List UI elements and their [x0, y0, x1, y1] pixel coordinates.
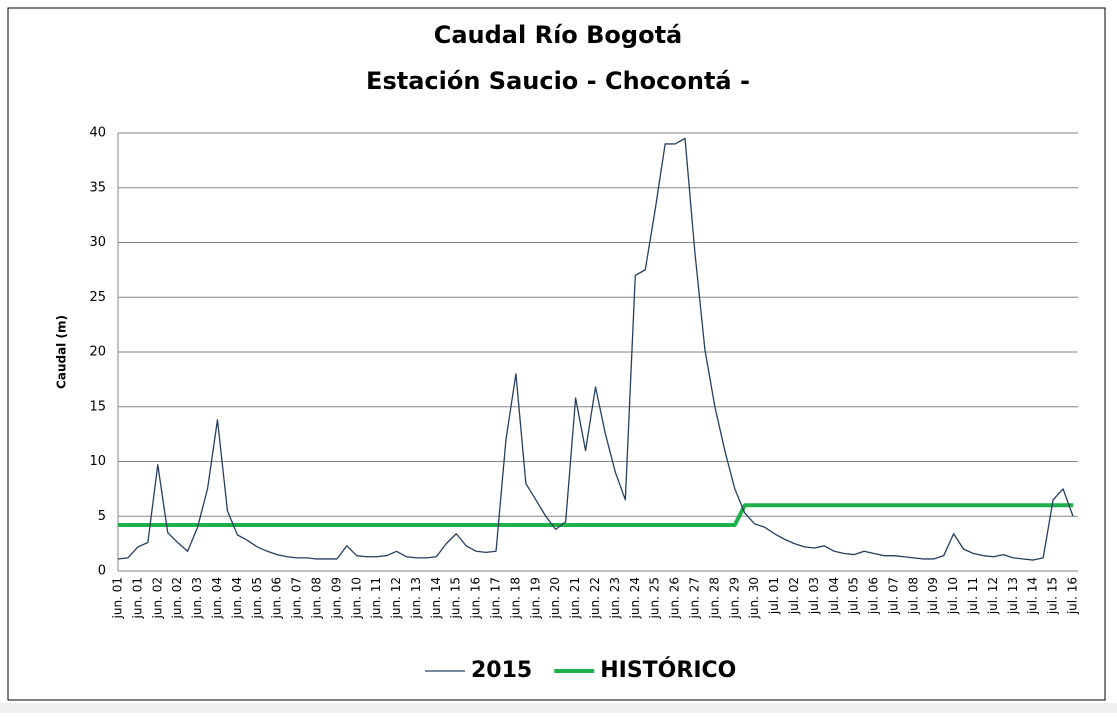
x-tick-label: jun. 24	[628, 577, 642, 619]
y-tick-label: 30	[89, 235, 106, 250]
x-tick-label: jun. 30	[747, 577, 761, 619]
x-tick-label: jun. 12	[389, 577, 403, 619]
x-tick-label: jul. 15	[1046, 577, 1060, 615]
x-tick-label: jun. 02	[150, 577, 164, 619]
y-tick-label: 25	[89, 290, 106, 305]
y-tick-label: 0	[98, 564, 106, 579]
chart-title: Caudal Río Bogotá	[434, 21, 683, 49]
bottom-strip	[0, 703, 1117, 713]
series-line	[118, 503, 1073, 528]
x-tick-label: jun. 07	[290, 577, 304, 619]
x-tick-label: jun. 01	[111, 577, 125, 619]
x-tick-label: jun. 17	[489, 577, 503, 619]
x-tick-label: jun. 15	[449, 577, 463, 619]
x-tick-label: jul. 12	[986, 577, 1000, 615]
y-tick-label: 35	[89, 180, 106, 195]
x-tick-label: jul. 09	[926, 577, 940, 615]
y-tick-label: 5	[98, 509, 106, 524]
x-tick-label: jun. 03	[190, 577, 204, 619]
x-tick-label: jul. 08	[906, 577, 920, 615]
x-tick-label: jun. 22	[588, 577, 602, 619]
y-tick-label: 20	[89, 345, 106, 360]
x-tick-label: jun. 26	[668, 577, 682, 619]
x-tick-label: jul. 16	[1066, 577, 1080, 615]
x-tick-label: jun. 23	[608, 577, 622, 619]
x-tick-label: jun. 27	[687, 577, 701, 619]
x-tick-label: jun. 08	[309, 577, 323, 619]
x-tick-label: jun. 10	[349, 577, 363, 619]
x-tick-label: jul. 10	[946, 577, 960, 615]
x-tick-label: jul. 01	[767, 577, 781, 615]
x-tick-label: jun. 01	[130, 577, 144, 619]
x-tick-label: jul. 04	[827, 577, 841, 615]
x-tick-label: jun. 06	[270, 577, 284, 619]
x-tick-label: jun. 04	[230, 577, 244, 619]
x-tick-label: jul. 03	[807, 577, 821, 615]
x-tick-label: jun. 02	[170, 577, 184, 619]
x-tick-label: jun. 28	[707, 577, 721, 619]
chart-border	[7, 7, 1106, 701]
x-tick-label: jul. 07	[886, 577, 900, 615]
y-tick-label: 15	[89, 399, 106, 414]
x-tick-label: jun. 29	[727, 577, 741, 619]
series-line	[117, 137, 1074, 561]
x-tick-label: jun. 14	[429, 577, 443, 619]
x-tick-label: jul. 06	[867, 577, 881, 615]
chart-subtitle: Estación Saucio - Chocontá -	[366, 67, 750, 95]
y-axis-label: Caudal (m)	[55, 315, 69, 389]
legend-label: HISTÓRICO	[600, 657, 736, 683]
y-tick-label: 10	[89, 454, 106, 469]
x-tick-label: jul. 02	[787, 577, 801, 615]
x-tick-label: jun. 18	[508, 577, 522, 619]
x-tick-label: jun. 04	[210, 577, 224, 619]
x-tick-label: jun. 13	[409, 577, 423, 619]
x-tick-label: jul. 14	[1026, 577, 1040, 615]
x-tick-label: jun. 20	[548, 577, 562, 619]
x-tick-label: jun. 19	[528, 577, 542, 619]
x-tick-label: jul. 13	[1006, 577, 1020, 615]
y-tick-label: 40	[89, 126, 106, 141]
x-tick-label: jul. 11	[966, 577, 980, 615]
x-tick-label: jul. 05	[847, 577, 861, 615]
x-tick-label: jun. 05	[250, 577, 264, 619]
x-tick-label: jun. 16	[469, 577, 483, 619]
x-tick-label: jun. 09	[329, 577, 343, 619]
x-tick-label: jun. 25	[648, 577, 662, 619]
x-tick-label: jun. 21	[568, 577, 582, 619]
x-tick-label: jun. 11	[369, 577, 383, 619]
legend-label: 2015	[471, 658, 532, 683]
